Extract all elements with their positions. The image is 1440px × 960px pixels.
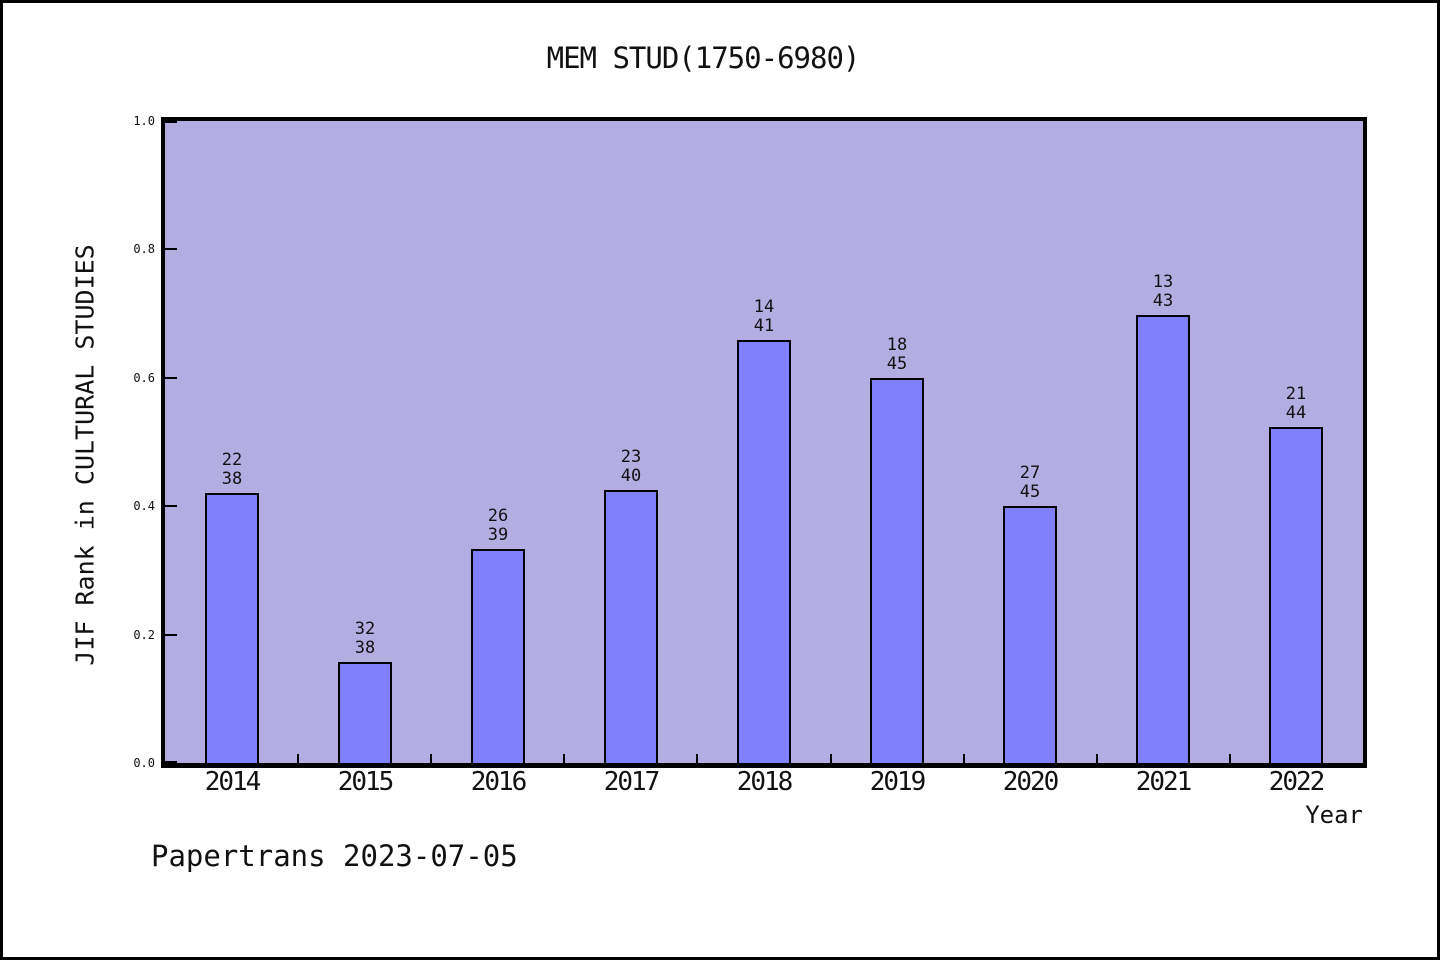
rank-value: 18 xyxy=(886,335,908,355)
x-minor-tick-mark xyxy=(1229,754,1231,763)
bar-2018 xyxy=(737,340,791,763)
plot-area: 22 38 32 38 26 39 23 40 14 41 18 45 27 45 13 43 21 44 xyxy=(161,117,1367,768)
x-tick-label-2019: 2019 xyxy=(869,767,927,797)
y-tick-mark-0.4 xyxy=(165,505,177,507)
y-tick-label-0.4: 0.4 xyxy=(133,499,155,513)
total-value: 39 xyxy=(487,525,509,545)
total-value: 38 xyxy=(221,469,243,489)
bar-value-label-2018: 14 41 xyxy=(719,298,809,336)
x-minor-tick-mark xyxy=(430,754,432,763)
rank-value: 27 xyxy=(1019,463,1041,483)
y-tick-mark-1.0 xyxy=(165,121,177,123)
x-tick-label-2015: 2015 xyxy=(337,767,395,797)
chart-title: MEM STUD(1750-6980) xyxy=(546,41,861,75)
bar-value-label-2015: 32 38 xyxy=(320,620,410,658)
rank-value: 21 xyxy=(1285,384,1307,404)
x-tick-label-2021: 2021 xyxy=(1135,767,1193,797)
bar-value-label-2020: 27 45 xyxy=(985,464,1075,502)
x-minor-tick-mark xyxy=(963,754,965,763)
bar-2016 xyxy=(471,549,525,763)
rank-value: 13 xyxy=(1152,272,1174,292)
y-tick-mark-0.6 xyxy=(165,377,177,379)
y-tick-mark-0.2 xyxy=(165,634,177,636)
bar-2022 xyxy=(1269,427,1323,763)
bar-value-label-2021: 13 43 xyxy=(1118,273,1208,311)
bar-value-label-2014: 22 38 xyxy=(187,451,277,489)
rank-value: 26 xyxy=(487,506,509,526)
rank-value: 23 xyxy=(620,447,642,467)
y-tick-mark-0.8 xyxy=(165,248,177,250)
y-tick-label-0.6: 0.6 xyxy=(133,371,155,385)
bar-2014 xyxy=(205,493,259,763)
y-axis-label: JIF Rank in CULTURAL STUDIES xyxy=(70,244,100,666)
bar-2015 xyxy=(338,662,392,763)
y-tick-label-0.8: 0.8 xyxy=(133,242,155,256)
total-value: 45 xyxy=(886,354,908,374)
bar-2017 xyxy=(604,490,658,763)
x-minor-tick-mark xyxy=(563,754,565,763)
x-minor-tick-mark xyxy=(830,754,832,763)
bar-2020 xyxy=(1003,506,1057,763)
x-axis-label: Year xyxy=(1305,801,1363,829)
bar-2021 xyxy=(1136,315,1190,763)
bar-value-label-2016: 26 39 xyxy=(453,507,543,545)
x-minor-tick-mark xyxy=(1096,754,1098,763)
y-tick-mark-0.0 xyxy=(165,761,177,763)
bar-2019 xyxy=(870,378,924,763)
total-value: 41 xyxy=(753,316,775,336)
x-tick-label-2022: 2022 xyxy=(1268,767,1326,797)
x-minor-tick-mark xyxy=(696,754,698,763)
total-value: 40 xyxy=(620,466,642,486)
x-tick-label-2014: 2014 xyxy=(204,767,262,797)
bar-value-label-2019: 18 45 xyxy=(852,336,942,374)
rank-value: 22 xyxy=(221,450,243,470)
x-tick-label-2020: 2020 xyxy=(1002,767,1060,797)
x-tick-label-2017: 2017 xyxy=(603,767,661,797)
x-tick-label-2018: 2018 xyxy=(736,767,794,797)
y-tick-label-0.0: 0.0 xyxy=(133,756,155,770)
total-value: 44 xyxy=(1285,403,1307,423)
rank-value: 14 xyxy=(753,297,775,317)
total-value: 45 xyxy=(1019,482,1041,502)
x-tick-label-2016: 2016 xyxy=(470,767,528,797)
y-tick-label-1.0: 1.0 xyxy=(133,114,155,128)
rank-value: 32 xyxy=(354,619,376,639)
total-value: 43 xyxy=(1152,291,1174,311)
y-tick-label-0.2: 0.2 xyxy=(133,628,155,642)
bar-value-label-2022: 21 44 xyxy=(1251,385,1341,423)
x-minor-tick-mark xyxy=(297,754,299,763)
total-value: 38 xyxy=(354,638,376,658)
bar-value-label-2017: 23 40 xyxy=(586,448,676,486)
footer-text: Papertrans 2023-07-05 xyxy=(151,839,518,873)
